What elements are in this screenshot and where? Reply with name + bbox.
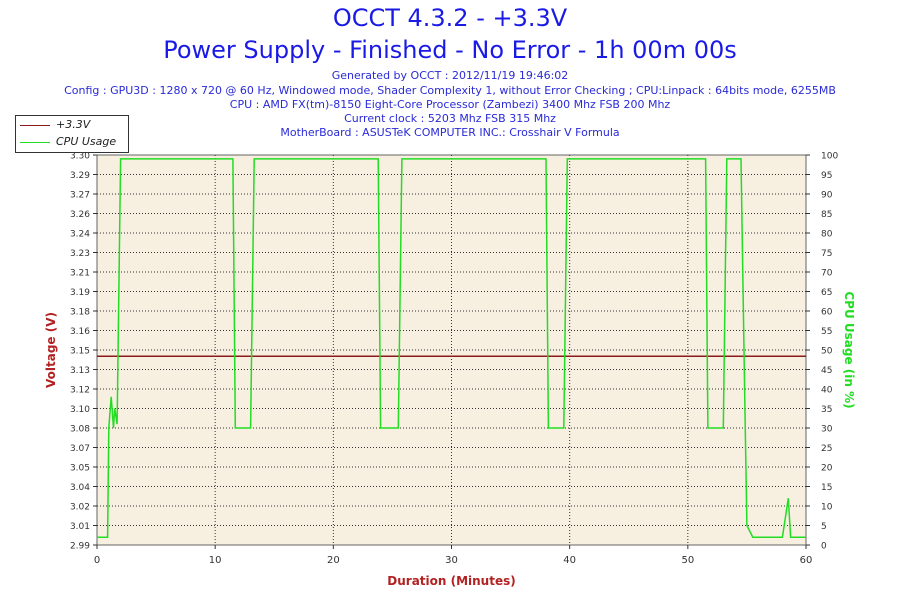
y-tick-label: 2.99 bbox=[70, 542, 90, 552]
y2-tick-label: 20 bbox=[821, 464, 833, 474]
y2-tick-label: 10 bbox=[821, 503, 833, 513]
info-generated: Generated by OCCT : 2012/11/19 19:46:02 bbox=[331, 69, 569, 82]
series-line-cpu-usage bbox=[97, 158, 806, 538]
y2-tick-label: 100 bbox=[821, 152, 838, 162]
y-tick-label: 3.07 bbox=[70, 444, 90, 454]
y-tick-label: 3.01 bbox=[70, 522, 90, 532]
y-tick-label: 3.12 bbox=[70, 386, 90, 396]
y2-tick-label: 75 bbox=[821, 249, 832, 259]
x-axis-title: Duration (Minutes) bbox=[387, 574, 515, 588]
y2-tick-label: 45 bbox=[821, 366, 832, 376]
chart-subtitle: Power Supply - Finished - No Error - 1h … bbox=[163, 36, 737, 64]
y-tick-label: 3.29 bbox=[70, 171, 90, 181]
y-tick-label: 3.23 bbox=[70, 249, 90, 259]
y2-tick-label: 5 bbox=[821, 522, 827, 532]
y2-tick-label: 85 bbox=[821, 210, 832, 220]
chart-title: OCCT 4.3.2 - +3.3V bbox=[332, 4, 568, 32]
legend-swatch-cpu-usage bbox=[20, 142, 50, 143]
y-tick-label: 3.02 bbox=[70, 503, 90, 513]
y2-tick-label: 50 bbox=[821, 347, 833, 357]
y2-axis-title: CPU Usage (in %) bbox=[842, 291, 856, 408]
legend-item-cpu-usage: CPU Usage bbox=[16, 135, 128, 149]
legend-label-voltage: +3.3V bbox=[56, 118, 91, 131]
y-tick-label: 3.16 bbox=[70, 327, 90, 337]
y2-tick-label: 0 bbox=[821, 542, 827, 552]
y-tick-label: 3.19 bbox=[70, 288, 90, 298]
y-tick-label: 3.04 bbox=[70, 483, 90, 493]
x-tick-label: 0 bbox=[94, 555, 100, 566]
y2-tick-label: 60 bbox=[821, 308, 833, 318]
y2-tick-label: 35 bbox=[821, 405, 832, 415]
y2-tick-label: 30 bbox=[821, 425, 833, 435]
y-tick-label: 3.05 bbox=[70, 464, 90, 474]
y2-tick-label: 40 bbox=[821, 386, 833, 396]
x-tick-label: 30 bbox=[445, 555, 458, 566]
y-tick-label: 3.08 bbox=[70, 425, 90, 435]
y2-tick-label: 95 bbox=[821, 171, 832, 181]
y-tick-label: 3.24 bbox=[70, 230, 90, 240]
y2-tick-label: 65 bbox=[821, 288, 832, 298]
y-tick-label: 3.15 bbox=[70, 347, 90, 357]
chart-legend: +3.3V CPU Usage bbox=[15, 115, 129, 153]
y-tick-label: 3.26 bbox=[70, 210, 90, 220]
y-axis-title: Voltage (V) bbox=[44, 312, 58, 388]
y-tick-label: 3.27 bbox=[70, 191, 90, 201]
x-tick-label: 60 bbox=[800, 555, 813, 566]
y2-tick-label: 15 bbox=[821, 483, 832, 493]
x-tick-label: 20 bbox=[327, 555, 340, 566]
legend-item-voltage: +3.3V bbox=[16, 118, 128, 132]
info-cpu: CPU : AMD FX(tm)-8150 Eight-Core Process… bbox=[229, 98, 671, 111]
y2-tick-label: 55 bbox=[821, 327, 832, 337]
y-tick-label: 3.21 bbox=[70, 269, 90, 279]
y2-tick-label: 80 bbox=[821, 230, 833, 240]
y-tick-label: 3.10 bbox=[70, 405, 90, 415]
info-config: Config : GPU3D : 1280 x 720 @ 60 Hz, Win… bbox=[64, 84, 836, 97]
y-tick-label: 3.13 bbox=[70, 366, 90, 376]
x-tick-label: 40 bbox=[563, 555, 576, 566]
legend-label-cpu-usage: CPU Usage bbox=[56, 135, 117, 148]
y2-tick-label: 70 bbox=[821, 269, 833, 279]
y-tick-label: 3.30 bbox=[70, 152, 90, 162]
y2-tick-label: 90 bbox=[821, 191, 833, 201]
y2-tick-label: 25 bbox=[821, 444, 832, 454]
legend-swatch-voltage bbox=[20, 125, 50, 126]
info-clock: Current clock : 5203 Mhz FSB 315 Mhz bbox=[344, 112, 556, 125]
info-motherboard: MotherBoard : ASUSTeK COMPUTER INC.: Cro… bbox=[280, 126, 620, 139]
x-tick-label: 50 bbox=[681, 555, 694, 566]
y-tick-label: 3.18 bbox=[70, 308, 90, 318]
x-tick-label: 10 bbox=[209, 555, 222, 566]
